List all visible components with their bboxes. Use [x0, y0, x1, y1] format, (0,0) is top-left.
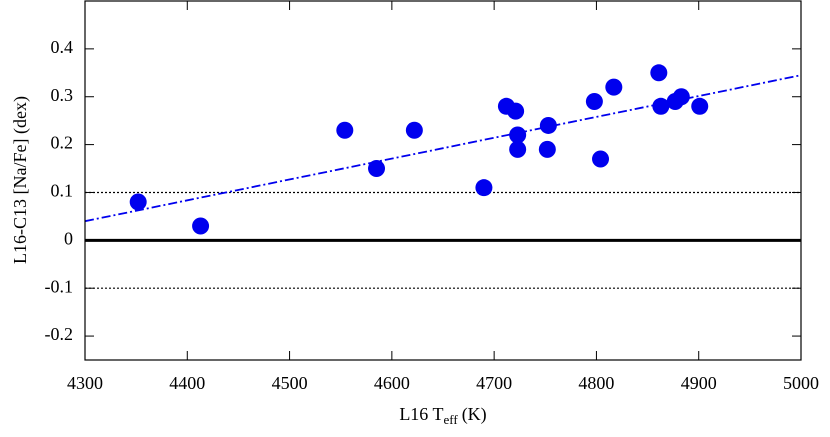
x-tick-label: 4900 — [681, 373, 717, 393]
x-tick-label: 4500 — [272, 373, 308, 393]
x-tick-label: 4700 — [476, 373, 512, 393]
x-tick-label: 5000 — [783, 373, 819, 393]
x-tick-label: 4400 — [169, 373, 205, 393]
data-point — [368, 160, 386, 178]
data-point — [592, 150, 610, 168]
data-point — [672, 88, 690, 106]
y-tick-label: 0.4 — [51, 37, 74, 57]
data-point — [650, 64, 668, 82]
data-point — [507, 102, 525, 120]
x-label-main: L16 T — [399, 404, 443, 424]
y-axis-label: L16-C13 [Na/Fe] (dex) — [10, 96, 31, 264]
x-label-sub: eff — [443, 412, 458, 427]
x-label-unit: (K) — [462, 404, 487, 425]
y-tick-label: -0.2 — [45, 324, 74, 344]
data-point — [538, 140, 556, 158]
data-point — [605, 78, 623, 96]
y-tick-label: 0.3 — [51, 85, 74, 105]
y-tick-label: 0.2 — [51, 133, 74, 153]
x-tick-label: 4600 — [374, 373, 410, 393]
y-tick-label: -0.1 — [45, 276, 74, 296]
data-point — [336, 121, 354, 139]
y-tick-label: 0 — [64, 228, 73, 248]
data-point — [691, 97, 709, 115]
data-point — [585, 93, 603, 111]
data-point — [539, 116, 557, 134]
y-tick-label: 0.1 — [51, 181, 74, 201]
x-tick-label: 4300 — [67, 373, 103, 393]
data-point — [405, 121, 423, 139]
x-axis-label: L16 Teff (K) — [399, 404, 486, 427]
plot-frame — [84, 0, 802, 361]
data-point — [652, 97, 670, 115]
data-point — [129, 193, 147, 211]
x-tick-label: 4800 — [578, 373, 614, 393]
data-point — [509, 140, 527, 158]
fit-line — [84, 74, 802, 223]
data-point — [192, 217, 210, 235]
data-point — [509, 126, 527, 144]
data-point — [475, 179, 493, 197]
